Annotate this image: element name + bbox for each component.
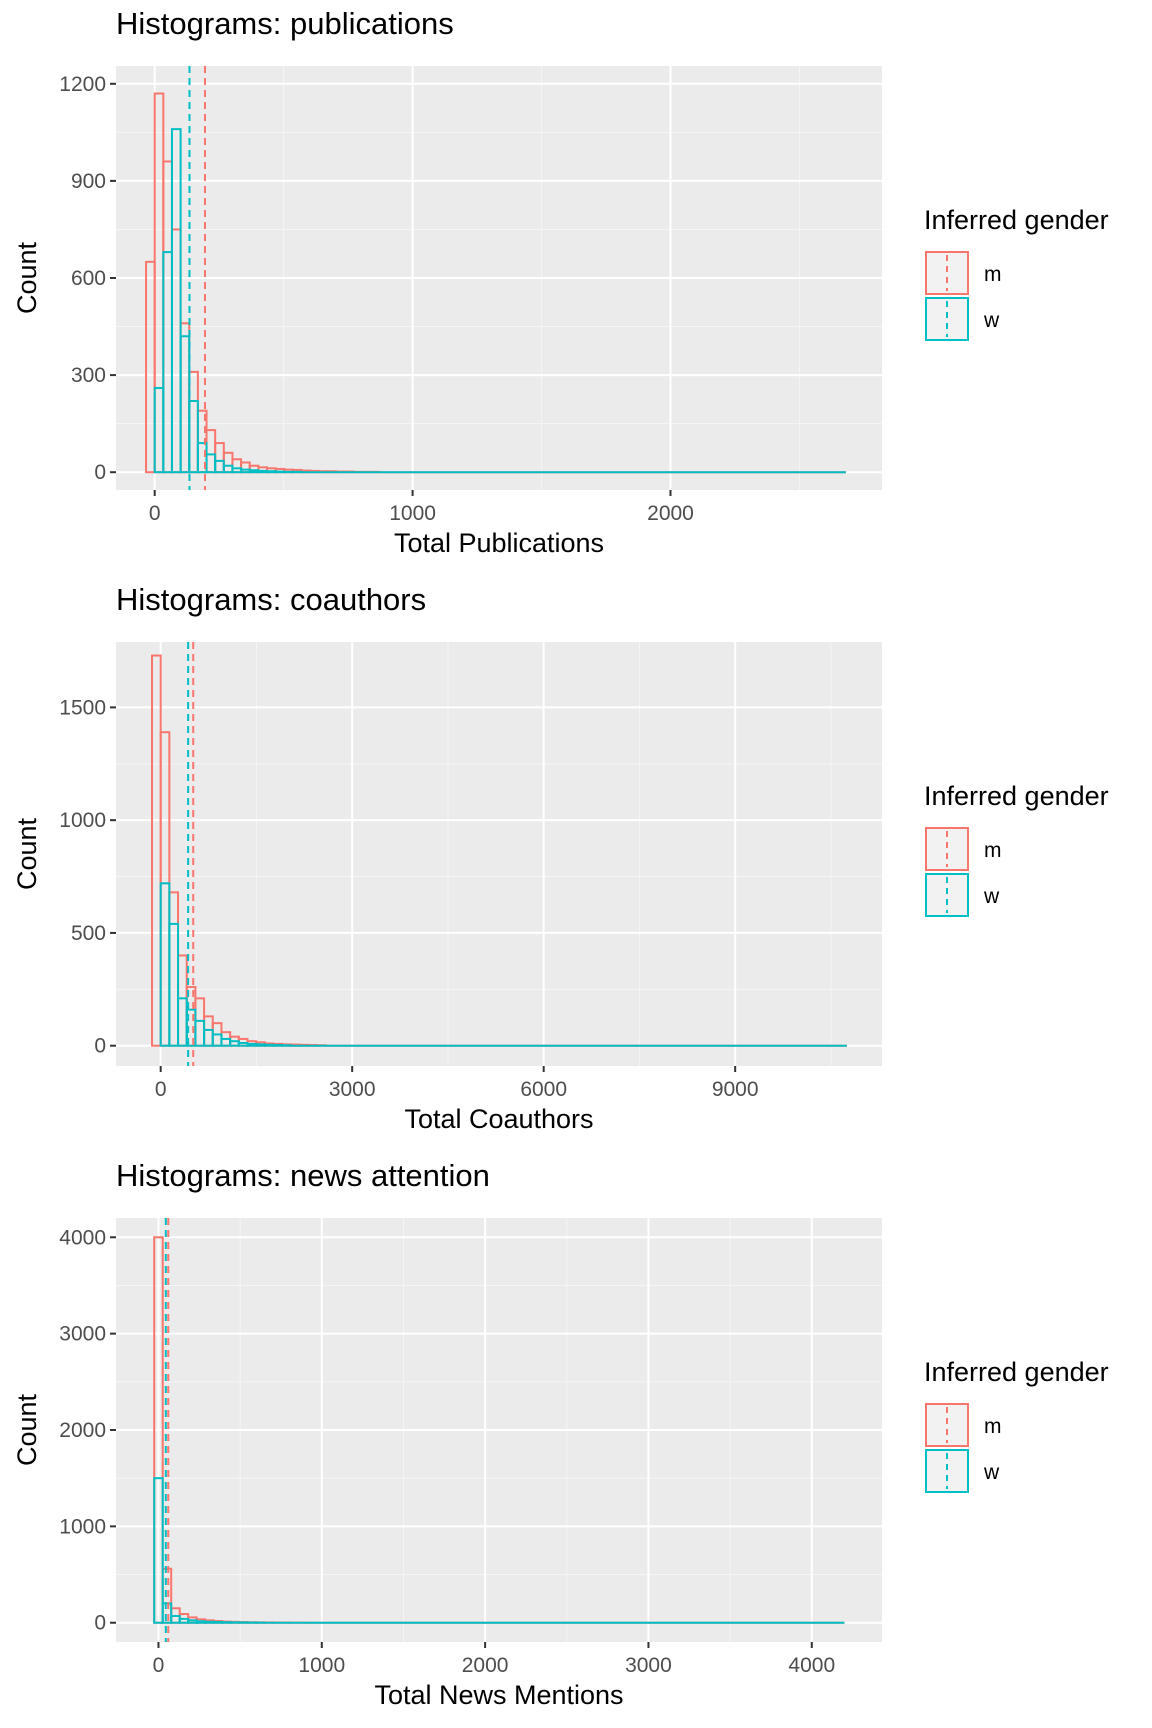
- histogram-bar: [204, 1620, 215, 1624]
- legend: Inferred gender mw: [924, 1357, 1109, 1493]
- histogram-bar: [188, 399, 199, 474]
- plot-panel: [116, 642, 882, 1066]
- legend-label-m: m: [984, 1415, 1002, 1438]
- y-tick-label: 0: [94, 1612, 106, 1635]
- y-axis-label: Count: [12, 817, 42, 890]
- histogram-bar: [263, 1043, 275, 1047]
- x-tick-label: 1000: [298, 1654, 345, 1677]
- y-tick-label: 4000: [59, 1226, 106, 1249]
- chart-2: Histograms: coauthors 0 500 1000 1500 0 3000 60…: [12, 582, 1109, 1134]
- histogram-bar: [195, 1620, 207, 1624]
- histogram-bar: [246, 1042, 258, 1047]
- chart-title: Histograms: coauthors: [116, 582, 426, 617]
- y-tick-label: 1500: [59, 696, 106, 719]
- y-tick-label: 3000: [59, 1323, 106, 1346]
- y-tick-label: 600: [71, 267, 106, 290]
- y-tick-label: 500: [71, 922, 106, 945]
- legend-label-m: m: [984, 839, 1002, 862]
- y-tick-label: 300: [71, 364, 106, 387]
- histogram-bar: [168, 922, 180, 1047]
- x-tick-label: 1000: [389, 502, 436, 525]
- histogram-bar: [257, 469, 269, 474]
- y-tick-label: 900: [71, 170, 106, 193]
- legend-title: Inferred gender: [924, 205, 1109, 235]
- legend-label-w: w: [983, 1461, 1000, 1484]
- histogram-bar: [161, 1602, 173, 1624]
- series-w: [159, 882, 847, 1047]
- x-tick-label: 3000: [625, 1654, 672, 1677]
- series-w: [153, 128, 846, 474]
- minor-gridlines: [116, 642, 882, 1066]
- histogram-bar: [255, 1043, 266, 1047]
- x-tick-label: 0: [153, 1654, 165, 1677]
- y-tick-label: 0: [94, 461, 106, 484]
- legend-key-m: [925, 251, 969, 295]
- legend-label-w: w: [983, 885, 1000, 908]
- y-tick-label: 1000: [59, 1515, 106, 1538]
- x-tick-label: 9000: [712, 1078, 759, 1101]
- legend-key-w: [925, 873, 969, 917]
- legend-title: Inferred gender: [924, 781, 1109, 811]
- y-tick-label: 0: [94, 1035, 106, 1058]
- legend: Inferred gender mw: [924, 781, 1109, 917]
- x-tick-label: 4000: [788, 1654, 835, 1677]
- x-axis-label: Total Coauthors: [404, 1104, 593, 1134]
- histogram-bar: [212, 1620, 224, 1624]
- y-tick-label: 1200: [59, 73, 106, 96]
- x-tick-label: 0: [155, 1078, 167, 1101]
- y-axis-label: Count: [12, 241, 42, 314]
- x-tick-label: 0: [149, 502, 161, 525]
- chart-1: Histograms: publications 0 300 600 900 1200 0 1…: [12, 6, 1109, 558]
- y-axis-label: Count: [12, 1393, 42, 1466]
- x-axis-label: Total News Mentions: [374, 1680, 623, 1710]
- x-tick-label: 6000: [520, 1078, 567, 1101]
- histogram-bar: [274, 470, 286, 474]
- histogram-bar: [153, 1477, 164, 1624]
- series-w: [153, 1477, 845, 1624]
- legend: Inferred gender mw: [924, 205, 1109, 341]
- chart-title: Histograms: publications: [116, 6, 454, 41]
- histogram-bar: [272, 1044, 284, 1047]
- y-tick-label: 1000: [59, 809, 106, 832]
- chart-title: Histograms: news attention: [116, 1158, 490, 1193]
- x-tick-label: 2000: [647, 502, 694, 525]
- legend-label-w: w: [983, 309, 1000, 332]
- histogram-bar: [266, 470, 277, 474]
- legend-title: Inferred gender: [924, 1357, 1109, 1387]
- x-tick-label: 2000: [462, 1654, 509, 1677]
- legend-label-m: m: [984, 263, 1002, 286]
- x-tick-label: 3000: [329, 1078, 376, 1101]
- histogram-bar: [248, 469, 260, 474]
- x-axis-label: Total Publications: [394, 528, 604, 558]
- histogram-bar: [170, 128, 182, 474]
- chart-3: Histograms: news attention 0 1000 2000 3000 4…: [12, 1158, 1109, 1710]
- y-tick-label: 2000: [59, 1419, 106, 1442]
